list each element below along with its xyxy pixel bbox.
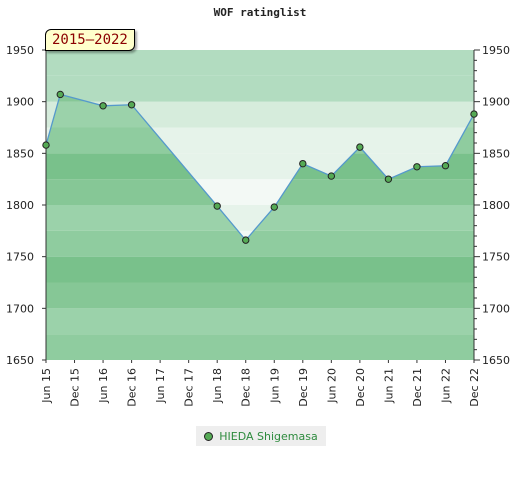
legend-label: HIEDA Shigemasa (219, 429, 318, 443)
y-tick-label-left: 1800 (6, 199, 34, 212)
y-tick-label-right: 1900 (482, 96, 510, 109)
x-tick-label: Dec 18 (240, 368, 253, 407)
y-tick-label-left: 1850 (6, 147, 34, 160)
data-point (56, 90, 64, 99)
overlay (45, 93, 475, 242)
data-point (441, 162, 450, 170)
points-layer (42, 90, 478, 244)
x-tick-label: Dec 19 (297, 368, 310, 407)
y-tick-label-right: 1750 (482, 251, 510, 264)
x-tick-label: Dec 20 (354, 368, 367, 407)
y-tick-label-left: 1900 (6, 96, 34, 109)
y-tick-label-left: 1950 (6, 44, 34, 57)
x-tick-label: Jun 21 (382, 368, 395, 404)
y-tick-label-right: 1650 (482, 354, 510, 367)
x-tick-labels: Jun 15 Dec 15 Jun 16 Dec 16 Jun 17 Dec 17 Jun … (40, 360, 481, 407)
data-point (470, 110, 478, 118)
legend-marker-icon (204, 431, 214, 441)
data-point (127, 101, 136, 109)
band (46, 75, 474, 102)
x-tick-label: Dec 17 (183, 368, 196, 407)
data-point (356, 143, 364, 151)
x-tick-label: Jun 22 (439, 368, 452, 404)
band (46, 50, 474, 76)
area-band (46, 308, 474, 335)
y-tick-label-right: 1800 (482, 199, 510, 212)
area-band (46, 230, 474, 257)
y-tick-label-right: 1700 (482, 302, 510, 315)
area-band (46, 256, 474, 283)
chart-title: WOF ratinglist (213, 6, 307, 19)
y-tick-label-left: 1750 (6, 251, 34, 264)
area-band (46, 282, 474, 309)
x-tick-label: Dec 21 (411, 368, 424, 407)
data-point (242, 236, 250, 244)
data-point (42, 141, 50, 149)
x-tick-label: Dec 15 (69, 368, 82, 407)
axes: 1650 1650 1700 1700 1750 1750 1800 1800 1850 1850… (6, 44, 510, 367)
x-tick-label: Jun 18 (211, 368, 224, 404)
data-point (299, 159, 307, 168)
legend: HIEDA Shigemasa (196, 426, 326, 446)
data-point (270, 203, 278, 211)
data-point (99, 102, 107, 110)
x-tick-label: Dec 22 (468, 368, 481, 407)
area-band (46, 334, 474, 360)
x-tick-label: Jun 16 (97, 368, 110, 404)
series-line (45, 93, 475, 242)
x-tick-label: Jun 20 (325, 368, 338, 404)
x-tick-label: Jun 17 (154, 368, 167, 404)
y-tick-label-left: 1650 (6, 354, 34, 367)
y-tick-label-right: 1850 (482, 147, 510, 160)
x-tick-label: Jun 19 (268, 368, 281, 404)
data-point (327, 172, 336, 180)
data-point (213, 202, 221, 210)
data-point (384, 175, 393, 183)
y-tick-label-right: 1950 (482, 44, 510, 57)
data-point (413, 163, 421, 171)
x-tick-label: Dec 16 (126, 368, 139, 407)
y-tick-label-left: 1700 (6, 302, 34, 315)
x-tick-label: Jun 15 (40, 368, 53, 404)
period-badge: 2015–2022 (45, 29, 135, 51)
